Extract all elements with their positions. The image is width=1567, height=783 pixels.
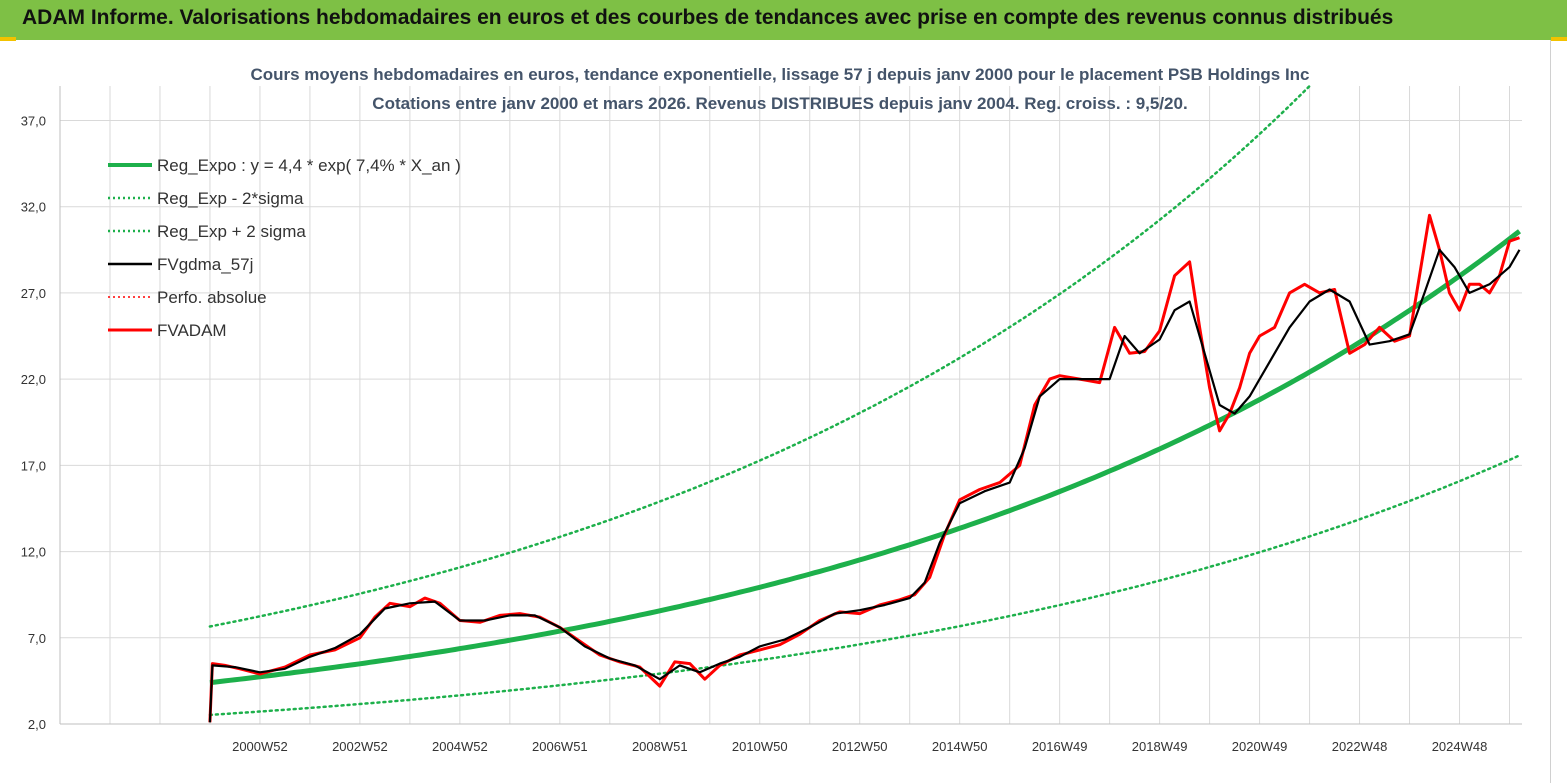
legend-label: Reg_Expo : y = 4,4 * exp( 7,4% * X_an ) — [157, 156, 461, 175]
y-tick-label: 37,0 — [21, 113, 46, 128]
x-tick-label: 2000W52 — [232, 739, 288, 754]
legend-label: Perfo. absolue — [157, 288, 267, 307]
chart-title: Cours moyens hebdomadaires en euros, ten… — [250, 65, 1309, 84]
x-tick-label: 2012W50 — [832, 739, 888, 754]
x-tick-label: 2016W49 — [1032, 739, 1088, 754]
x-axis-labels: 2000W52 2002W52 2004W52 2006W51 2008W51 2010W… — [232, 739, 1487, 754]
accent-bar-right — [1551, 37, 1567, 41]
x-tick-label: 2004W52 — [432, 739, 488, 754]
series-reg-expo — [209, 229, 1522, 686]
series-reg-exp-plus-2-sigma — [208, 84, 1311, 628]
y-tick-label: 2,0 — [28, 717, 46, 732]
legend-label: Reg_Exp + 2 sigma — [157, 222, 306, 241]
y-tick-label: 27,0 — [21, 286, 46, 301]
legend-label: FVADAM — [157, 321, 227, 340]
series-fvgdma-57j — [208, 248, 1521, 723]
legend: Reg_Expo : y = 4,4 * exp( 7,4% * X_an ) R… — [108, 156, 461, 340]
plot-series — [208, 84, 1522, 723]
legend-label: Reg_Exp - 2*sigma — [157, 189, 304, 208]
y-tick-label: 17,0 — [21, 458, 46, 473]
x-tick-label: 2022W48 — [1332, 739, 1388, 754]
report-title: ADAM Informe. Valorisations hebdomadaire… — [22, 6, 1394, 29]
series-fvadam — [208, 213, 1520, 723]
accent-bar-left — [0, 37, 16, 41]
y-tick-label: 22,0 — [21, 372, 46, 387]
y-tick-label: 32,0 — [21, 200, 46, 215]
x-tick-label: 2018W49 — [1132, 739, 1188, 754]
y-tick-label: 7,0 — [28, 631, 46, 646]
legend-label: FVgdma_57j — [157, 255, 253, 274]
gridlines — [59, 86, 1522, 725]
x-tick-label: 2008W51 — [632, 739, 688, 754]
x-tick-label: 2006W51 — [532, 739, 588, 754]
x-tick-label: 2002W52 — [332, 739, 388, 754]
y-tick-label: 12,0 — [21, 545, 46, 560]
chart-subtitle: Cotations entre janv 2000 et mars 2026. … — [372, 94, 1187, 113]
x-tick-label: 2010W50 — [732, 739, 788, 754]
header-banner: ADAM Informe. Valorisations hebdomadaire… — [0, 0, 1567, 40]
frame-border — [1550, 40, 1551, 783]
x-tick-label: 2014W50 — [932, 739, 988, 754]
series-reg-exp-minus-2-sigma — [208, 454, 1521, 717]
chart: Cours moyens hebdomadaires en euros, ten… — [21, 65, 1522, 754]
x-tick-label: 2020W49 — [1232, 739, 1288, 754]
x-tick-label: 2024W48 — [1432, 739, 1488, 754]
y-axis-labels: 2,0 7,0 12,0 17,0 22,0 27,0 32,0 37,0 — [21, 113, 46, 732]
